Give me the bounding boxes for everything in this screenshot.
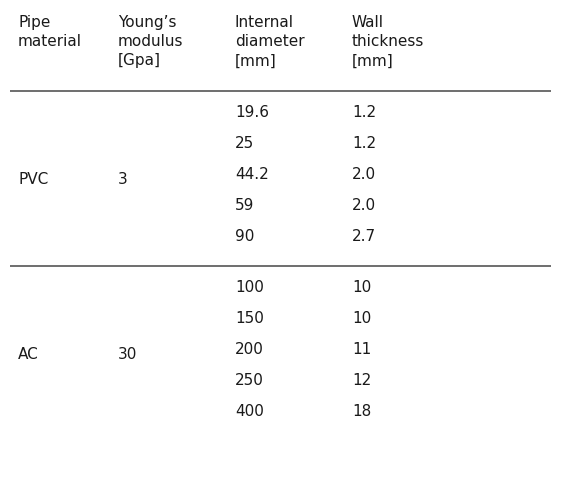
Text: AC: AC — [18, 347, 39, 362]
Text: 2.0: 2.0 — [352, 167, 376, 182]
Text: 90: 90 — [235, 229, 254, 244]
Text: Internal
diameter
[mm]: Internal diameter [mm] — [235, 15, 305, 68]
Text: 18: 18 — [352, 404, 371, 419]
Text: Young’s
modulus
[Gpa]: Young’s modulus [Gpa] — [118, 15, 183, 68]
Text: 59: 59 — [235, 198, 254, 213]
Text: Wall
thickness
[mm]: Wall thickness [mm] — [352, 15, 424, 68]
Text: 1.2: 1.2 — [352, 136, 376, 151]
Text: 400: 400 — [235, 404, 264, 419]
Text: 1.2: 1.2 — [352, 105, 376, 120]
Text: 19.6: 19.6 — [235, 105, 269, 120]
Text: 44.2: 44.2 — [235, 167, 269, 182]
Text: 10: 10 — [352, 311, 371, 326]
Text: 2.7: 2.7 — [352, 229, 376, 244]
Text: 25: 25 — [235, 136, 254, 151]
Text: 11: 11 — [352, 342, 371, 357]
Text: PVC: PVC — [18, 172, 48, 187]
Text: 2.0: 2.0 — [352, 198, 376, 213]
Text: 3: 3 — [118, 172, 128, 187]
Text: 250: 250 — [235, 373, 264, 388]
Text: 100: 100 — [235, 280, 264, 295]
Text: Pipe
material: Pipe material — [18, 15, 82, 49]
Text: 12: 12 — [352, 373, 371, 388]
Text: 30: 30 — [118, 347, 137, 362]
Text: 200: 200 — [235, 342, 264, 357]
Text: 150: 150 — [235, 311, 264, 326]
Text: 10: 10 — [352, 280, 371, 295]
